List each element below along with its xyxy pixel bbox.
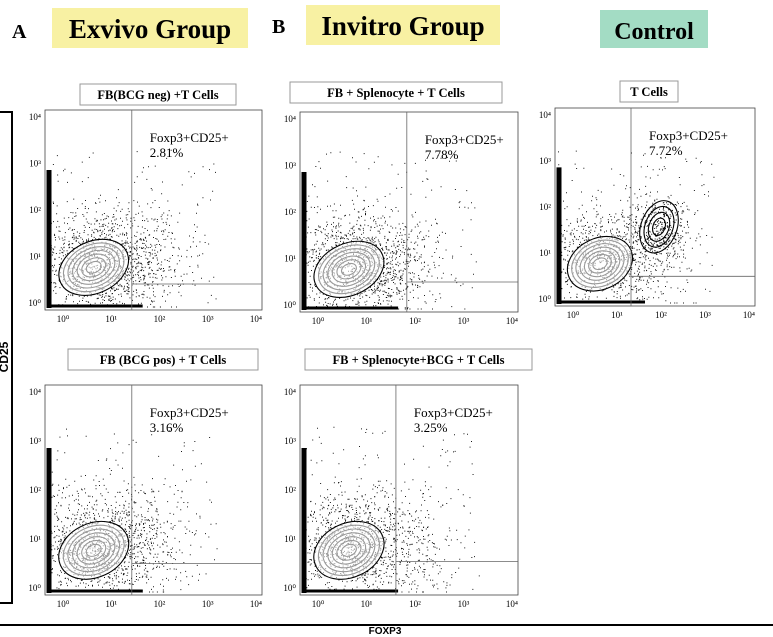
- panel-title: T Cells: [630, 85, 668, 99]
- x-tick-label: 10²: [154, 314, 166, 324]
- x-tick-label: 10⁰: [57, 314, 70, 324]
- y-tick-label: 10²: [539, 202, 551, 212]
- y-tick-label: 10⁰: [28, 583, 41, 593]
- contour: [313, 240, 385, 298]
- x-tick-label: 10⁴: [250, 314, 262, 324]
- y-tick-label: 10¹: [539, 248, 551, 258]
- x-tick-label: 10¹: [611, 310, 623, 320]
- gate-percent: 3.16%: [150, 420, 184, 435]
- y-tick-label: 10¹: [284, 254, 296, 264]
- x-tick-label: 10³: [458, 599, 470, 609]
- x-tick-label: 10³: [699, 310, 711, 320]
- group-title: Control: [614, 19, 694, 45]
- y-tick-label: 10⁴: [29, 387, 41, 397]
- y-tick-label: 10¹: [284, 534, 296, 544]
- gate-label: Foxp3+CD25+: [425, 132, 504, 147]
- y-tick-label: 10⁴: [29, 112, 41, 122]
- y-tick-label: 10³: [29, 159, 41, 169]
- x-tick-label: 10⁰: [57, 599, 70, 609]
- panel-title-box: [79, 83, 237, 106]
- gate-percent: 2.81%: [150, 145, 184, 160]
- x-tick-label: 10³: [202, 314, 214, 324]
- x-tick-label: 10¹: [361, 316, 373, 326]
- x-tick-label: 10⁰: [312, 316, 325, 326]
- group-box: [52, 8, 248, 48]
- x-axis-label: FOXP3: [369, 626, 402, 637]
- x-tick-label: 10³: [458, 316, 470, 326]
- y-tick-label: 10²: [29, 485, 41, 495]
- contour: [639, 200, 679, 254]
- panel-title-box: [289, 81, 503, 104]
- contour: [58, 238, 130, 296]
- y-bracket: [0, 111, 13, 604]
- panel-title-box: [619, 80, 679, 103]
- x-tick-label: 10⁴: [506, 316, 518, 326]
- x-tick-label: 10²: [409, 316, 421, 326]
- panel-title: FB + Splenocyte+BCG + T Cells: [333, 353, 505, 367]
- group-box: [306, 5, 500, 45]
- contour: [58, 520, 130, 580]
- y-tick-label: 10²: [284, 207, 296, 217]
- group-letter: A: [12, 21, 27, 43]
- group-box: [600, 10, 708, 48]
- y-tick-label: 10⁰: [283, 300, 296, 310]
- x-tick-label: 10⁰: [567, 310, 580, 320]
- gate-percent: 7.72%: [649, 143, 683, 158]
- y-tick-label: 10⁴: [284, 387, 296, 397]
- x-tick-label: 10²: [154, 599, 166, 609]
- gate-percent: 3.25%: [414, 420, 448, 435]
- gate-label: Foxp3+CD25+: [649, 128, 728, 143]
- y-tick-label: 10⁴: [539, 110, 551, 120]
- panel-title-box: [304, 348, 533, 371]
- group-letter: B: [272, 16, 285, 38]
- panel-title: FB (BCG pos) + T Cells: [100, 353, 227, 367]
- group-title: Exvivo Group: [69, 14, 231, 44]
- panel-title: FB + Splenocyte + T Cells: [327, 86, 465, 100]
- panel-title: FB(BCG neg) +T Cells: [97, 88, 218, 102]
- y-tick-label: 10³: [284, 161, 296, 171]
- x-tick-label: 10⁴: [506, 599, 518, 609]
- x-tick-label: 10⁰: [312, 599, 325, 609]
- y-tick-label: 10¹: [29, 534, 41, 544]
- gate-label: Foxp3+CD25+: [150, 130, 229, 145]
- gate-percent: 7.78%: [425, 147, 459, 162]
- x-tick-label: 10⁴: [250, 599, 262, 609]
- panel-title-box: [67, 348, 259, 371]
- y-tick-label: 10²: [29, 205, 41, 215]
- y-tick-label: 10³: [284, 436, 296, 446]
- x-tick-label: 10²: [655, 310, 667, 320]
- x-tick-label: 10³: [202, 599, 214, 609]
- y-tick-label: 10⁴: [284, 114, 296, 124]
- gate-label: Foxp3+CD25+: [414, 405, 493, 420]
- gate-label: Foxp3+CD25+: [150, 405, 229, 420]
- x-tick-label: 10⁴: [743, 310, 755, 320]
- group-title: Invitro Group: [321, 11, 484, 41]
- contour: [643, 205, 675, 248]
- x-tick-label: 10¹: [361, 599, 373, 609]
- x-tick-label: 10¹: [105, 599, 117, 609]
- contour: [647, 211, 671, 242]
- contour: [652, 217, 666, 237]
- x-tick-label: 10¹: [105, 314, 117, 324]
- y-tick-label: 10⁰: [283, 583, 296, 593]
- y-tick-label: 10³: [29, 436, 41, 446]
- y-tick-label: 10³: [539, 156, 551, 166]
- y-axis-label: CD25: [0, 341, 11, 372]
- y-tick-label: 10¹: [29, 252, 41, 262]
- y-tick-label: 10⁰: [28, 298, 41, 308]
- y-tick-label: 10²: [284, 485, 296, 495]
- contour: [313, 520, 385, 580]
- x-tick-label: 10²: [409, 599, 421, 609]
- y-tick-label: 10⁰: [538, 294, 551, 304]
